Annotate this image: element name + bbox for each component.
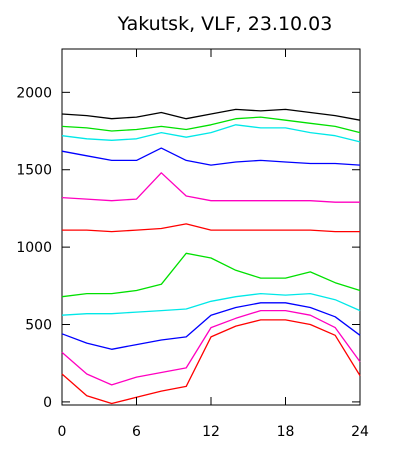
y-tick-label: 1000 (16, 240, 52, 256)
series-layer (61, 108, 361, 405)
x-tick-label: 18 (277, 424, 295, 440)
series-line-3 (61, 124, 361, 143)
series-line-6 (62, 223, 360, 233)
series-line-1 (61, 108, 361, 121)
y-tick-label: 2000 (16, 85, 52, 101)
series-line-10 (61, 309, 361, 386)
y-tick-label: 1500 (16, 163, 52, 179)
series-line-7 (61, 252, 361, 298)
series-line-11 (61, 319, 361, 405)
chart-title: Yakutsk, VLF, 23.10.03 (117, 13, 333, 35)
x-tick-label: 6 (132, 424, 141, 440)
y-tick-label: 500 (25, 318, 52, 334)
plot-frame (61, 48, 361, 406)
y-tick-label: 0 (43, 395, 52, 411)
x-tick-label: 0 (58, 424, 67, 440)
series-line-9 (61, 302, 361, 350)
x-tick-label: 24 (351, 424, 369, 440)
series-line-4 (61, 147, 361, 166)
axis-layer: 0 6 12 18 24 0 500 1000 1500 2000 (16, 49, 369, 440)
series-line-5 (61, 172, 360, 203)
series-line-2 (61, 116, 361, 134)
x-tick-label: 12 (202, 424, 220, 440)
series-line-8 (61, 292, 361, 316)
